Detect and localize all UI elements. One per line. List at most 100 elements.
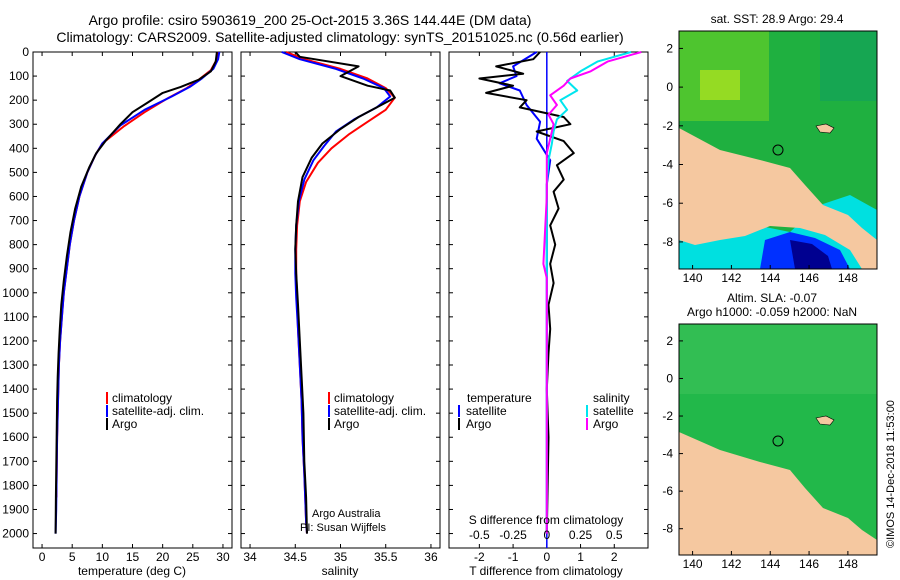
series-line-temperature-satellite: [498, 51, 552, 534]
depth-tick-label: 1800: [2, 478, 29, 492]
map-y-tick-label: -2: [662, 119, 673, 133]
map-x-tick-label: 148: [838, 557, 858, 571]
x-tick-label: -1: [508, 550, 519, 564]
depth-tick-label: 100: [9, 69, 29, 83]
sst-cool-band: [820, 31, 877, 101]
depth-tick-label: 500: [9, 165, 29, 179]
sla-land-island: [815, 415, 835, 426]
temperature-plot: 0 5 10 15 20 25 30: [39, 51, 230, 564]
x-tick-label: 1: [577, 550, 584, 564]
sla-map-title-line2: Argo h1000: -0.059 h2000: NaN: [687, 305, 857, 319]
x-tick-label: 35: [334, 550, 348, 564]
map-y-tick-label: -6: [662, 484, 673, 498]
sla-map: [678, 323, 878, 556]
legend-sal-argo-label: Argo: [593, 417, 619, 431]
figure-title-line1: Argo profile: csiro 5903619_200 25-Oct-2…: [89, 12, 532, 28]
series-line-argo: [54, 51, 218, 534]
sst-warm-patch-2: [700, 70, 740, 100]
series-line-salinity-satellite: [545, 51, 632, 534]
sla-land-png: [679, 432, 877, 555]
series-line-climatology: [285, 51, 396, 534]
sla-map-axes: 140 142 144 146 148 2 0 -2 -4 -6 -8: [662, 334, 858, 571]
depth-tick-label: 1000: [2, 286, 29, 300]
x-tick-label: 36: [424, 550, 438, 564]
salinity-legend: climatology satellite-adj. clim. Argo: [328, 391, 426, 431]
sst-argo-marker: [772, 144, 784, 156]
map-y-tick-label: 2: [666, 41, 673, 55]
imos-watermark: ©IMOS 14-Dec-2018 11:53:00: [885, 400, 897, 548]
map-y-tick-label: -8: [662, 235, 673, 249]
map-y-tick-label: -4: [662, 447, 673, 461]
x-tick-label: 25: [186, 550, 200, 564]
map-y-tick-label: -8: [662, 522, 673, 536]
s-difference-ticks: -0.5 -0.25 0 0.25 0.5: [469, 528, 623, 542]
sst-land-island: [815, 123, 835, 134]
sst-navy-core: [790, 240, 832, 269]
x-tick-label: 0: [543, 550, 550, 564]
depth-tick-label: 0: [22, 45, 29, 59]
sla-map-title-line1: Altim. SLA: -0.07: [727, 291, 817, 305]
depth-tick-label: 1100: [3, 310, 29, 324]
sla-map-frame: [678, 323, 878, 556]
x-tick-label: 5: [69, 550, 76, 564]
legend-climatology-label: climatology: [112, 391, 172, 405]
map-y-tick-label: -6: [662, 196, 673, 210]
sst-map-title: sat. SST: 28.9 Argo: 29.4: [711, 12, 844, 26]
depth-tick-label: 900: [9, 262, 29, 276]
map-x-tick-label: 142: [721, 271, 741, 285]
sla-argo-marker: [772, 435, 784, 447]
sst-map-axes: 140 142 144 146 148 2 0 -2 -4 -6 -8: [662, 41, 858, 285]
depth-tick-label: 1200: [2, 334, 29, 348]
credit-line1: Argo Australia: [312, 508, 381, 520]
depth-tick-label: 1700: [2, 454, 29, 468]
x-tick-label: 30: [216, 550, 230, 564]
x-tick-label: 0: [39, 550, 46, 564]
map-x-tick-label: 146: [799, 271, 819, 285]
sst-map: [678, 30, 878, 270]
map-x-tick-label: 144: [760, 271, 780, 285]
map-y-tick-label: 0: [666, 371, 673, 385]
credit-line2: PI: Susan Wijffels: [300, 522, 386, 534]
legend-temperature-title: temperature: [467, 391, 532, 405]
temperature-xlabel: temperature (deg C): [78, 564, 186, 578]
map-y-tick-label: -4: [662, 158, 673, 172]
depth-tick-label: 800: [9, 238, 29, 252]
sst-map-frame: [678, 30, 878, 270]
difference-panel-frame: [448, 51, 649, 549]
x-tick-label: -2: [474, 550, 485, 564]
depth-tick-label: 1900: [2, 502, 29, 516]
salinity-plot: 34 34.5 35 35.5 36: [243, 51, 438, 564]
depth-tick-label: 400: [9, 141, 29, 155]
legend-temp-argo-label: Argo: [466, 417, 492, 431]
map-x-tick-label: 142: [721, 557, 741, 571]
depth-tick-label: 2000: [2, 527, 29, 541]
legend-climatology-label: climatology: [334, 391, 394, 405]
s-difference-tick-label: -0.5: [469, 528, 490, 542]
depth-tick-label: 1600: [2, 430, 29, 444]
legend-argo-label: Argo: [334, 417, 360, 431]
depth-tick-label: 1300: [2, 358, 29, 372]
series-line-satellite-adj-clim-: [54, 51, 221, 534]
depth-tick-label: 1500: [2, 406, 29, 420]
depth-tick-label: 600: [9, 189, 29, 203]
difference-plot: -2 -1 0 1 2: [474, 51, 642, 564]
map-x-tick-label: 148: [838, 271, 858, 285]
map-x-tick-label: 140: [683, 557, 703, 571]
depth-tick-label: 200: [9, 93, 29, 107]
x-tick-label: 34: [243, 550, 257, 564]
x-tick-label: 35.5: [374, 550, 398, 564]
x-tick-label: 20: [156, 550, 170, 564]
legend-temp-satellite-label: satellite: [466, 404, 507, 418]
depth-tick-label: 300: [9, 117, 29, 131]
series-line-temperature-argo: [478, 51, 575, 534]
x-tick-label: 15: [126, 550, 140, 564]
sst-land-png: [679, 128, 877, 269]
salinity-xlabel: salinity: [322, 564, 359, 578]
legend-satellite-label: satellite-adj. clim.: [112, 404, 204, 418]
x-tick-label: 34.5: [284, 550, 308, 564]
depth-tick-label: 700: [9, 214, 29, 228]
figure-title-line2: Climatology: CARS2009. Satellite-adjuste…: [56, 29, 623, 45]
legend-satellite-label: satellite-adj. clim.: [334, 404, 426, 418]
difference-legend: temperature satellite Argo salinity sate…: [458, 391, 634, 431]
